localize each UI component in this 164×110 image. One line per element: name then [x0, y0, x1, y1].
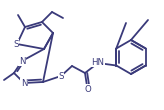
- Text: S: S: [58, 72, 64, 81]
- Text: S: S: [13, 39, 19, 49]
- Text: N: N: [19, 57, 25, 65]
- Text: N: N: [21, 79, 27, 87]
- Text: O: O: [85, 84, 91, 94]
- Text: HN: HN: [92, 58, 104, 67]
